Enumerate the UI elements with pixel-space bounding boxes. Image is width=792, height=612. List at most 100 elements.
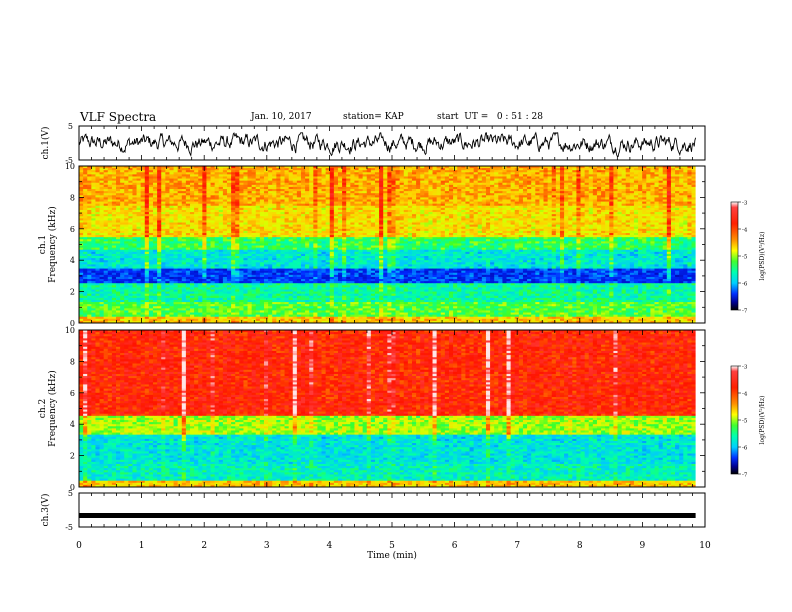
ch1-spectrogram-cell (235, 182, 240, 186)
ch1-spectrogram-cell (432, 195, 438, 198)
ch1-spectrogram-cell (259, 197, 265, 200)
ch1-spectrogram-cell (247, 203, 253, 207)
ch1-spectrogram-cell (366, 193, 372, 196)
ch1-spectrogram-cell (588, 212, 594, 215)
ch1-spectrogram-cell (284, 207, 290, 211)
ch1-spectrogram-cell (679, 212, 684, 215)
ch1-spectrogram-cell (485, 166, 491, 169)
ch1-spectrogram-cell (346, 220, 351, 223)
ch1-spectrogram-cell (543, 197, 549, 200)
ch1-spectrogram-cell (218, 186, 224, 190)
ch1-spectrogram-cell (481, 218, 487, 221)
ch1-spectrogram-cell (321, 172, 327, 175)
ch1-spectrogram-cell (140, 191, 146, 194)
ch1-spectrogram-cell (144, 166, 150, 169)
ch1-spectrogram-cell (210, 191, 216, 194)
ch1-spectrogram-cell (309, 180, 314, 184)
ch1-spectrogram-cell (116, 180, 121, 184)
ch1-spectrogram-cell (621, 186, 627, 190)
ch1-spectrogram-cell (592, 203, 598, 207)
ch1-spectrogram-cell (691, 203, 697, 207)
ch1-spectrogram-cell (527, 209, 532, 213)
ch1-spectrogram-cell (564, 203, 569, 207)
ch1-spectrogram-cell (551, 182, 557, 186)
ch1-spectrogram-cell (490, 180, 495, 184)
ch1-spectrogram-cell (457, 166, 462, 169)
ch1-spectrogram-cell (432, 209, 438, 213)
ch1-spectrogram-cell (103, 205, 109, 209)
ch1-spectrogram-cell (432, 184, 438, 188)
ch1-spectrogram-cell (576, 180, 581, 184)
ch1-spectrogram-cell (325, 193, 331, 196)
ch1-spectrogram-cell (280, 203, 285, 207)
ch1-spectrogram-cell (235, 178, 240, 182)
ch1-spectrogram-cell (374, 214, 380, 217)
ch1-spectrogram-cell (346, 184, 351, 188)
ch1-spectrogram-cell (370, 203, 376, 207)
ch1-spectrogram-cell (83, 209, 88, 213)
ch1-spectrogram-cell (259, 184, 265, 188)
ch1-spectrogram-cell (506, 182, 512, 186)
ch1-spectrogram-cell (111, 195, 117, 198)
ch1-spectrogram-cell (428, 214, 433, 217)
ch1-spectrogram-cell (457, 203, 462, 207)
ch1-spectrogram-cell (317, 174, 322, 177)
ch1-spectrogram-cell (679, 214, 684, 217)
ch1-spectrogram-cell (374, 178, 380, 182)
ch1-spectrogram-cell (231, 174, 236, 177)
ch1-spectrogram-cell (687, 195, 692, 198)
ch1-spectrogram-cell (263, 220, 269, 223)
ch1-spectrogram-cell (206, 176, 211, 179)
ch1-spectrogram-cell (354, 195, 359, 198)
ch1-spectrogram-cell (605, 205, 610, 209)
ch1-spectrogram-cell (374, 172, 380, 175)
ch1-spectrogram-cell (502, 170, 507, 173)
ch1-spectrogram-cell (325, 195, 331, 198)
ch1-spectrogram-cell (111, 203, 117, 207)
ch1-spectrogram-cell (383, 201, 388, 205)
ch1-spectrogram-cell (448, 184, 454, 188)
ch1-spectrogram-cell (432, 216, 438, 219)
ch1-spectrogram-cell (444, 178, 450, 182)
ch1-spectrogram-cell (309, 207, 314, 211)
ch1-spectrogram-cell (337, 174, 343, 177)
ch1-spectrogram-cell (473, 184, 479, 188)
ch1-spectrogram-cell (177, 178, 183, 182)
ch1-spectrogram-cell (498, 166, 503, 169)
ch1-spectrogram-cell (502, 178, 507, 182)
ch1-spectrogram-cell (342, 205, 347, 209)
ch1-spectrogram-cell (510, 205, 516, 209)
ch1-spectrogram-cell (169, 186, 174, 190)
ch1-spectrogram-cell (226, 186, 232, 190)
ch1-spectrogram-cell (350, 216, 355, 219)
ch1-spectrogram-cell (251, 191, 257, 194)
ch1-spectrogram-cell (374, 193, 380, 196)
ch1-spectrogram-cell (510, 212, 516, 215)
ch1-spectrogram-cell (568, 170, 573, 173)
ch1-spectrogram-cell (551, 166, 557, 169)
ch1-spectrogram-cell (148, 214, 154, 217)
ch1-spectrogram-cell (313, 207, 318, 211)
ch1-spectrogram-cell (128, 220, 133, 223)
ch1-spectrogram-cell (358, 214, 364, 217)
ch1-spectrogram-cell (399, 193, 405, 196)
ch1-spectrogram-cell (617, 199, 623, 202)
ch1-spectrogram-cell (329, 174, 335, 177)
ch1-spectrogram-cell (461, 220, 466, 223)
ch1-spectrogram-cell (231, 178, 236, 182)
ch1-spectrogram-cell (169, 216, 174, 219)
ch1-spectrogram-cell (79, 184, 84, 188)
ch1-spectrogram-cell (309, 220, 314, 223)
ch1-spectrogram-cell (206, 170, 211, 173)
ch1-spectrogram-cell (222, 186, 228, 190)
ch1-spectrogram-cell (374, 216, 380, 219)
ch1-spectrogram-cell (683, 214, 688, 217)
ch1-spectrogram-cell (99, 168, 105, 171)
ch1-spectrogram-cell (124, 201, 129, 205)
ch1-spectrogram-cell (87, 166, 92, 169)
ch1-spectrogram-cell (679, 216, 684, 219)
ch1-spectrogram-cell (189, 191, 195, 194)
ch1-spectrogram-cell (440, 170, 446, 173)
ch1-spectrogram-cell (165, 203, 170, 207)
ch1-spectrogram-cell (473, 209, 479, 213)
